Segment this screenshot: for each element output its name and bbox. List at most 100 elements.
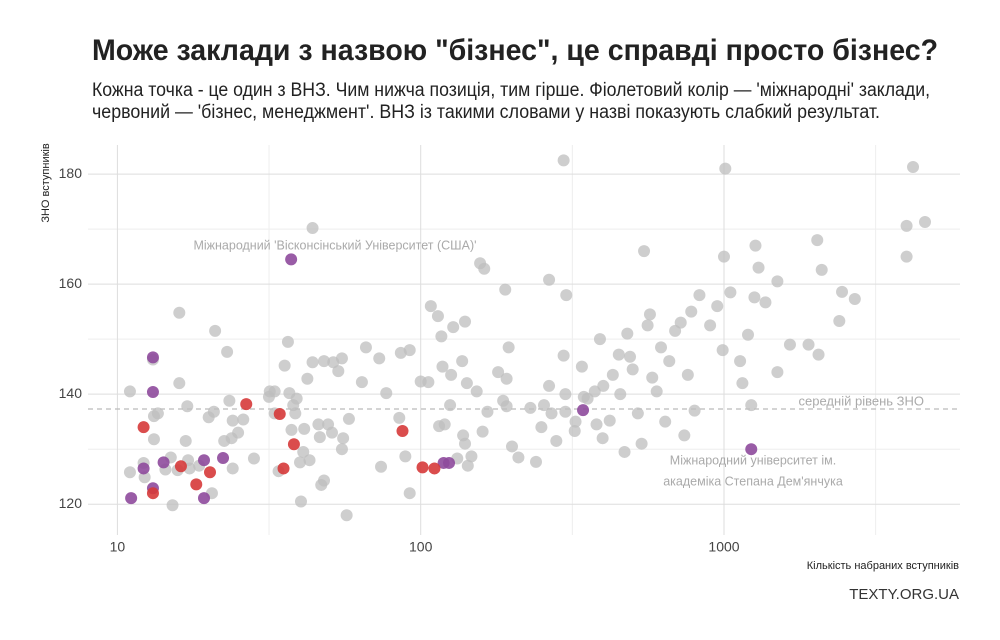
point <box>294 495 307 508</box>
point <box>812 348 825 361</box>
point <box>190 478 203 491</box>
point <box>771 275 784 288</box>
point <box>638 245 651 258</box>
caption: TEXTY.ORG.UA <box>849 586 959 603</box>
y-tick-label: 160 <box>59 275 83 291</box>
point <box>688 404 701 417</box>
point <box>568 425 581 438</box>
point <box>550 434 563 447</box>
point <box>848 293 861 306</box>
point <box>226 462 239 475</box>
point <box>225 432 238 445</box>
point <box>335 443 348 456</box>
point <box>332 365 345 378</box>
point <box>138 471 151 484</box>
point <box>207 405 220 418</box>
point <box>476 425 489 438</box>
point <box>198 492 211 505</box>
point <box>512 451 525 464</box>
point <box>444 399 457 412</box>
point <box>685 305 698 318</box>
point <box>278 359 291 372</box>
point <box>123 385 136 398</box>
point <box>268 385 281 398</box>
point <box>481 405 494 418</box>
point <box>631 407 644 420</box>
point <box>424 300 437 313</box>
point <box>646 371 659 384</box>
point <box>436 360 449 373</box>
point <box>459 437 472 450</box>
annotation: академіка Степана Дем'янчука <box>663 474 843 488</box>
point <box>174 460 187 473</box>
point <box>237 413 250 426</box>
point <box>325 426 338 439</box>
point <box>396 425 409 438</box>
annotation: Міжнародний університет ім. <box>670 453 836 467</box>
x-tick-label: 1000 <box>708 539 739 555</box>
point <box>306 356 319 369</box>
point <box>836 285 849 298</box>
point <box>240 398 253 411</box>
point <box>748 291 761 304</box>
point <box>724 286 737 299</box>
point <box>614 388 627 401</box>
point <box>569 415 582 428</box>
y-tick-label: 120 <box>59 495 83 511</box>
point <box>340 509 353 522</box>
point <box>470 385 483 398</box>
point <box>560 289 573 302</box>
point <box>745 443 758 456</box>
x-tick-label: 10 <box>110 539 126 555</box>
point <box>461 459 474 472</box>
point <box>460 377 473 390</box>
point <box>373 352 386 365</box>
point <box>416 461 429 474</box>
point <box>285 253 298 266</box>
point <box>273 407 286 420</box>
point <box>166 499 179 512</box>
point <box>137 421 150 434</box>
point <box>293 456 306 469</box>
point <box>146 385 159 398</box>
point <box>659 415 672 428</box>
point <box>223 394 236 407</box>
point <box>298 422 311 435</box>
point <box>815 263 828 276</box>
point <box>301 372 314 385</box>
point <box>530 455 543 468</box>
point <box>198 454 211 467</box>
point <box>173 306 186 319</box>
chart-title: Може заклади з назвою "бізнес", це справ… <box>92 34 938 67</box>
point <box>247 452 260 465</box>
point <box>337 432 350 445</box>
point <box>499 283 512 296</box>
point <box>289 407 302 420</box>
point <box>711 300 724 313</box>
point <box>641 319 654 332</box>
subtitle: Кожна точка - це один з ВНЗ. Чим нижча п… <box>92 80 930 101</box>
point <box>624 350 637 363</box>
point <box>742 328 755 341</box>
point <box>597 379 610 392</box>
point <box>559 405 572 418</box>
point <box>403 344 416 357</box>
x-tick-label: 100 <box>409 539 433 555</box>
point <box>438 418 451 431</box>
point <box>745 399 758 412</box>
point <box>277 462 290 475</box>
subtitle: червоний — 'бізнес, менеджмент'. ВНЗ із … <box>92 102 880 123</box>
point <box>543 273 556 286</box>
point <box>303 454 316 467</box>
point <box>285 423 298 436</box>
point <box>674 316 687 329</box>
point <box>752 261 765 274</box>
point <box>312 418 325 431</box>
point <box>431 310 444 323</box>
point <box>123 466 136 479</box>
point <box>900 219 913 232</box>
point <box>505 440 518 453</box>
point <box>137 462 150 475</box>
point <box>736 377 749 390</box>
